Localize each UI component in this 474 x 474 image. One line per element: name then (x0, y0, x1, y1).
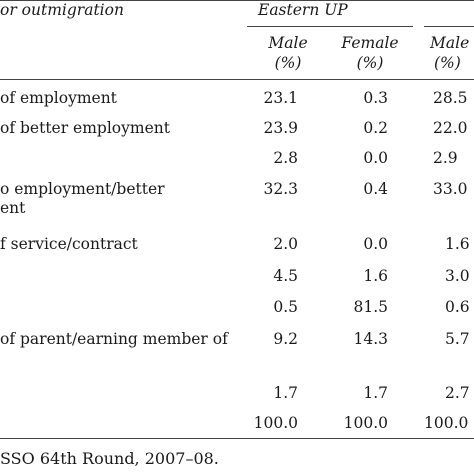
row-label: o employment/better (0, 180, 165, 198)
cell-male-2: 1.6 (445, 235, 470, 253)
table-top-rule (0, 0, 474, 1)
cell-male-1: 2.8 (273, 149, 298, 167)
cell-male-1-total: 100.0 (253, 414, 298, 432)
subheader-male-2-unit: (%) (434, 54, 461, 72)
cell-female-1: 1.7 (363, 384, 388, 402)
cell-female-1: 81.5 (353, 298, 388, 316)
subheader-male-1-unit: (%) (274, 54, 302, 72)
subheader-male-1: Male (268, 34, 308, 52)
cell-female-1: 0.4 (363, 180, 388, 198)
row-label: of parent/earning member of (0, 330, 228, 348)
cell-female-1: 0.0 (363, 235, 388, 253)
row-label: of employment (0, 89, 117, 107)
cell-male-1: 0.5 (273, 298, 298, 316)
cell-male-2-total: 100.0 (424, 414, 469, 432)
cell-male-2: 5.7 (445, 330, 470, 348)
cell-female-1: 0.0 (363, 149, 388, 167)
header-bottom-rule (0, 79, 474, 80)
row-label: of better employment (0, 119, 170, 137)
cell-male-2: 0.6 (445, 298, 470, 316)
cell-male-2: 28.5 (433, 89, 468, 107)
cell-male-1: 23.1 (263, 89, 298, 107)
cell-male-2: 3.0 (445, 267, 470, 285)
cell-male-2: 2.7 (445, 384, 470, 402)
source-note: SSO 64th Round, 2007–08. (0, 449, 219, 468)
cell-male-1: 4.5 (273, 267, 298, 285)
subheader-male-2: Male (430, 34, 470, 52)
row-label: f service/contract (0, 235, 138, 253)
group-header-eastern-up: Eastern UP (258, 1, 348, 19)
cell-female-1: 14.3 (353, 330, 388, 348)
group-header-underline-2 (424, 26, 474, 27)
cell-male-2: 2.9 (433, 149, 458, 167)
table-bottom-rule (0, 438, 474, 439)
cell-female-1-total: 100.0 (343, 414, 388, 432)
group-header-underline (247, 26, 413, 27)
cell-male-1: 9.2 (273, 330, 298, 348)
cell-female-1: 1.6 (363, 267, 388, 285)
stub-header: or outmigration (0, 1, 124, 19)
cell-male-1: 1.7 (273, 384, 298, 402)
subheader-female-1-unit: (%) (356, 54, 384, 72)
cell-male-1: 2.0 (273, 235, 298, 253)
cell-male-1: 23.9 (263, 119, 298, 137)
subheader-female-1: Female (341, 34, 399, 52)
cell-male-2: 33.0 (433, 180, 468, 198)
cell-female-1: 0.3 (363, 89, 388, 107)
cell-male-2: 22.0 (433, 119, 468, 137)
row-label-line-2: ent (0, 199, 26, 217)
cell-male-1: 32.3 (263, 180, 298, 198)
cell-female-1: 0.2 (363, 119, 388, 137)
